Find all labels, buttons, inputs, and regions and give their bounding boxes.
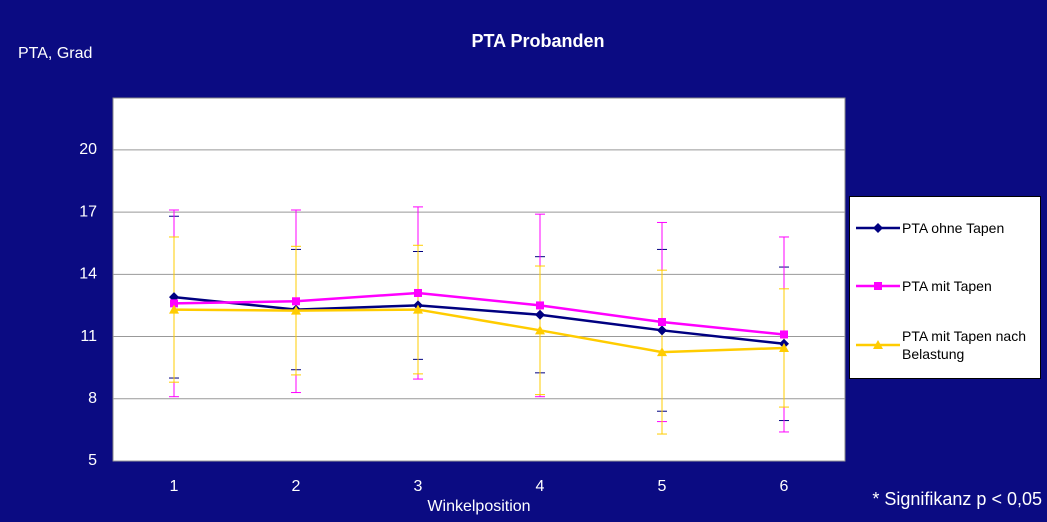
legend-swatch (856, 340, 900, 349)
y-tick-label: 5 (88, 452, 97, 469)
marker (292, 297, 300, 306)
y-tick-label: 8 (88, 390, 97, 407)
marker (413, 304, 423, 314)
x-tick-label: 4 (536, 478, 545, 495)
marker (657, 325, 667, 336)
marker (658, 318, 666, 327)
y-axis-label: PTA, Grad (18, 45, 92, 62)
y-tick-label: 17 (79, 203, 97, 220)
marker (873, 340, 883, 349)
legend-item: PTA mit Tapen nach Belastung (854, 327, 1034, 363)
plot-area (112, 97, 846, 462)
x-axis-label: Winkelposition (427, 498, 530, 515)
y-tick-label: 11 (80, 328, 97, 345)
marker (169, 304, 179, 314)
legend-item: PTA ohne Tapen (854, 219, 1034, 237)
legend-label: PTA mit Tapen nach Belastung (902, 328, 1026, 362)
marker (535, 309, 545, 320)
legend-label: PTA mit Tapen (902, 278, 992, 294)
x-tick-label: 1 (170, 478, 179, 495)
series-line (173, 295, 785, 346)
annotation: * Signifikanz p < 0,05 (872, 489, 1042, 509)
marker (535, 325, 545, 335)
legend-swatch (856, 223, 900, 233)
series-line (173, 291, 785, 336)
x-tick-label: 2 (292, 478, 301, 495)
marker (170, 299, 178, 308)
y-tick-label: 20 (79, 141, 97, 158)
legend-item: PTA mit Tapen (854, 277, 1034, 295)
legend: PTA ohne Tapen PTA mit Tapen PTA mit Tapen… (849, 196, 1041, 379)
series-line (173, 308, 785, 354)
y-tick-label: 14 (79, 266, 97, 283)
legend-label: PTA ohne Tapen (902, 220, 1005, 236)
chart-title: PTA Probanden (471, 31, 604, 51)
marker (780, 330, 788, 339)
marker (779, 342, 789, 352)
marker (291, 305, 301, 315)
x-tick-label: 6 (780, 478, 789, 495)
marker (657, 347, 667, 357)
marker (873, 223, 883, 233)
x-tick-label: 3 (414, 478, 423, 495)
x-tick-label: 5 (658, 478, 667, 495)
marker (414, 288, 422, 297)
marker (874, 282, 882, 290)
legend-swatch (856, 282, 900, 290)
marker (536, 301, 544, 310)
